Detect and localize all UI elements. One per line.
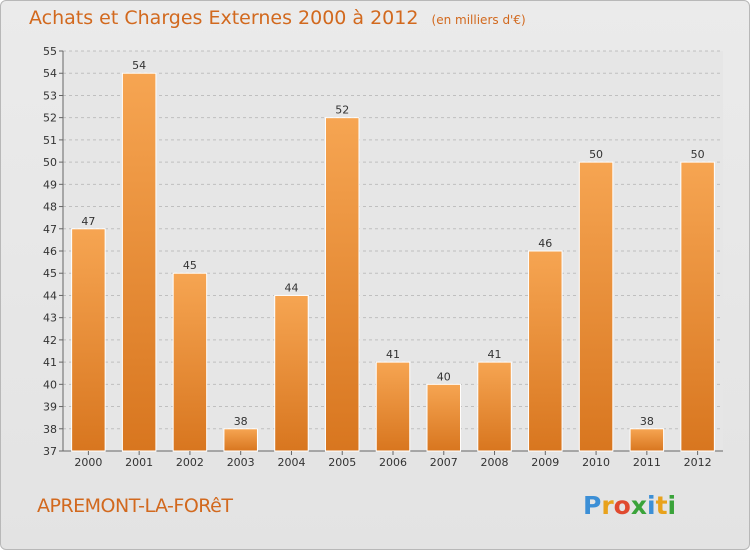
bar	[477, 361, 512, 452]
y-tick-label: 44	[43, 289, 57, 302]
bar	[172, 272, 208, 452]
y-tick-label: 43	[43, 312, 57, 325]
x-tick-label: 2009	[531, 456, 559, 469]
bar	[121, 72, 157, 452]
bar	[629, 428, 665, 452]
bar-value-label: 47	[81, 215, 95, 228]
bar	[324, 117, 360, 452]
y-tick-label: 50	[43, 156, 57, 169]
x-tick-label: 2003	[227, 456, 255, 469]
logo-letter: o	[613, 491, 631, 520]
y-tick-label: 45	[43, 267, 57, 280]
logo-letter: x	[630, 491, 647, 520]
bar-value-label: 50	[589, 148, 603, 161]
y-tick-label: 54	[43, 67, 57, 80]
logo-letter: i	[647, 491, 656, 520]
x-tick-label: 2007	[430, 456, 458, 469]
bar	[426, 383, 462, 452]
y-tick-label: 38	[43, 423, 57, 436]
bar-value-label: 50	[691, 148, 705, 161]
x-tick-label: 2008	[481, 456, 509, 469]
y-tick-label: 51	[43, 134, 57, 147]
x-tick-label: 2002	[176, 456, 204, 469]
commune-name: APREMONT-LA-FORêT	[37, 495, 233, 517]
y-tick-label: 53	[43, 89, 57, 102]
y-tick-label: 37	[43, 445, 57, 458]
bar-value-label: 38	[640, 415, 654, 428]
y-tick-label: 46	[43, 245, 57, 258]
bar	[680, 161, 715, 452]
x-tick-label: 2011	[633, 456, 661, 469]
proxiti-logo: Proxiti	[583, 491, 676, 520]
bar	[223, 428, 258, 452]
y-tick-label: 47	[43, 223, 57, 236]
bar	[578, 161, 614, 452]
logo-letter: P	[583, 491, 602, 520]
bar	[274, 294, 309, 452]
y-tick-label: 39	[43, 401, 57, 414]
bar-value-label: 41	[386, 348, 400, 361]
bar-value-label: 46	[538, 237, 552, 250]
bar-value-label: 54	[132, 59, 146, 72]
y-tick-label: 49	[43, 178, 57, 191]
chart-title: Achats et Charges Externes 2000 à 2012	[29, 7, 419, 29]
x-tick-label: 2000	[74, 456, 102, 469]
chart-subtitle: (en milliers d'€)	[431, 13, 526, 27]
x-tick-label: 2005	[328, 456, 356, 469]
x-tick-label: 2004	[277, 456, 305, 469]
y-tick-label: 55	[43, 45, 57, 58]
logo-letter: t	[655, 491, 668, 520]
bar-value-label: 41	[488, 348, 502, 361]
bar-value-label: 38	[234, 415, 248, 428]
x-tick-label: 2010	[582, 456, 610, 469]
y-tick-label: 52	[43, 112, 57, 125]
y-tick-label: 48	[43, 201, 57, 214]
y-tick-label: 41	[43, 356, 57, 369]
y-tick-label: 42	[43, 334, 57, 347]
logo-letter: i	[667, 491, 677, 520]
bar-value-label: 40	[437, 370, 451, 383]
bar	[375, 361, 411, 452]
bar-value-label: 52	[335, 104, 349, 117]
bar	[528, 250, 563, 452]
x-tick-label: 2001	[125, 456, 153, 469]
x-tick-label: 2012	[684, 456, 712, 469]
title-row: Achats et Charges Externes 2000 à 2012 (…	[29, 7, 526, 29]
bar-value-label: 44	[284, 281, 298, 294]
bar	[71, 228, 106, 452]
y-tick-label: 40	[43, 378, 57, 391]
x-tick-label: 2006	[379, 456, 407, 469]
logo-letter: r	[601, 491, 614, 520]
bar-value-label: 45	[183, 259, 197, 272]
